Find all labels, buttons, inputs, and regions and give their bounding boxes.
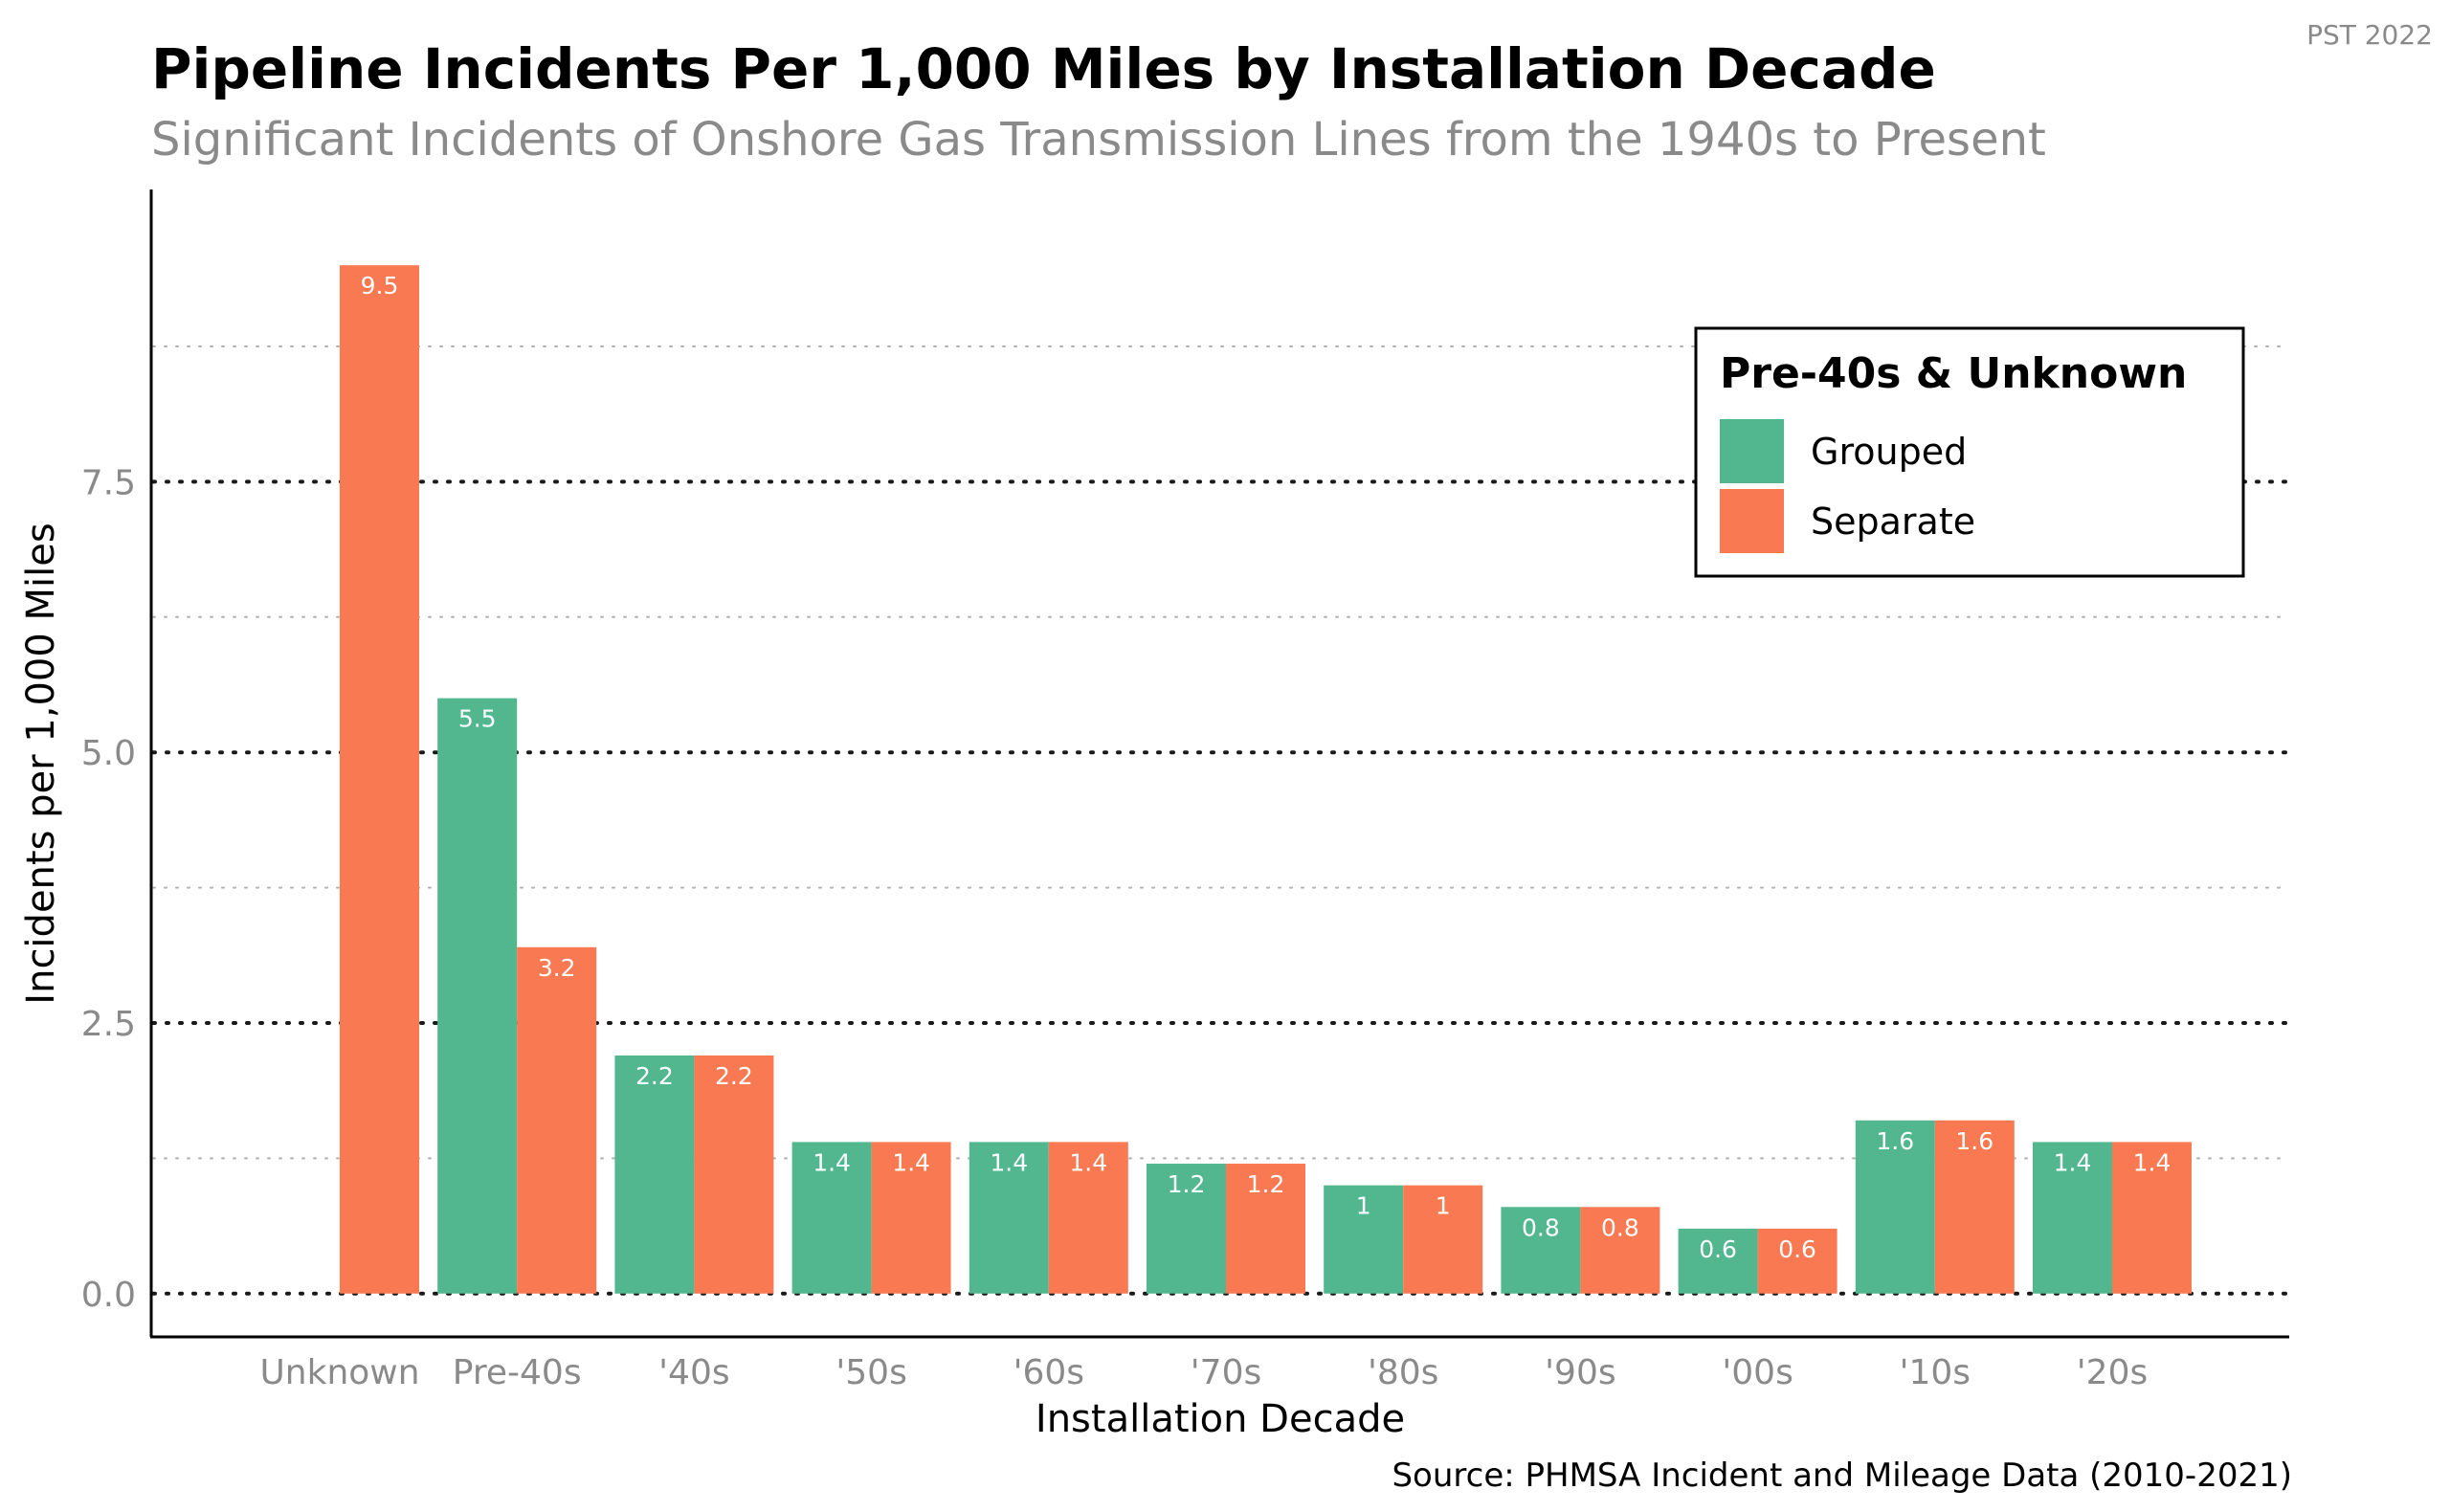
axes: Installation Decade Incidents per 1,000 … — [19, 189, 2289, 1441]
bar-value-label: 1 — [1436, 1192, 1451, 1220]
legend-label-separate: Separate — [1811, 500, 1975, 543]
bar-separate — [1403, 1185, 1483, 1294]
bar-grouped — [1501, 1207, 1581, 1294]
x-tick-label: '60s — [1013, 1353, 1084, 1392]
bar-separate — [2112, 1142, 2192, 1294]
bar-value-label: 0.6 — [1778, 1235, 1816, 1263]
x-tick-label: '40s — [658, 1353, 729, 1392]
bar-grouped — [1147, 1164, 1226, 1294]
bar-separate — [340, 265, 419, 1294]
bar-separate — [517, 946, 597, 1294]
bar-value-label: 1.4 — [2054, 1148, 2092, 1176]
bar-grouped — [437, 698, 518, 1294]
bar-grouped — [791, 1142, 872, 1294]
bar-value-label: 1.6 — [1955, 1127, 1993, 1155]
bar-grouped — [969, 1142, 1049, 1294]
x-axis-title: Installation Decade — [1036, 1397, 1405, 1441]
bar-value-label: 0.8 — [1601, 1213, 1639, 1241]
bar-separate — [871, 1142, 951, 1294]
bar-value-label: 2.2 — [635, 1062, 674, 1090]
bar-grouped — [1324, 1185, 1404, 1294]
bar-value-label: 1.4 — [813, 1148, 851, 1176]
legend: Pre-40s & Unknown Grouped Separate — [1694, 326, 2245, 578]
legend-swatch-grouped — [1720, 419, 1784, 483]
bar-separate — [1934, 1120, 2015, 1294]
bar-value-label: 9.5 — [361, 272, 399, 300]
bar-separate — [1048, 1142, 1128, 1294]
legend-swatch-separate — [1720, 489, 1784, 553]
y-tick-label: 5.0 — [81, 734, 136, 773]
bar-value-label: 1.2 — [1247, 1170, 1285, 1198]
x-tick-label: '70s — [1191, 1353, 1261, 1392]
y-axis-title: Incidents per 1,000 Miles — [19, 523, 63, 1004]
x-tick-label: '00s — [1722, 1353, 1793, 1392]
bar-grouped — [1855, 1120, 1935, 1294]
bar-value-label: 1.2 — [1168, 1170, 1206, 1198]
bar-value-label: 1 — [1356, 1192, 1371, 1220]
bar-value-label: 2.2 — [715, 1062, 753, 1090]
x-tick-label: '90s — [1545, 1353, 1615, 1392]
bar-value-label: 1.4 — [1069, 1148, 1107, 1176]
bar-value-label: 0.8 — [1522, 1213, 1560, 1241]
bar-grouped — [1678, 1228, 1758, 1294]
bar-value-label: 5.5 — [458, 705, 497, 733]
bar-grouped — [2033, 1142, 2112, 1294]
y-tick-label: 0.0 — [81, 1276, 136, 1315]
x-tick-label: Pre-40s — [453, 1353, 582, 1392]
chart-subtitle: Significant Incidents of Onshore Gas Tra… — [151, 113, 2046, 167]
bar-value-label: 1.4 — [892, 1148, 930, 1176]
bar-separate — [1226, 1164, 1305, 1294]
bar-value-label: 1.4 — [990, 1148, 1028, 1176]
legend-box — [1694, 326, 2245, 578]
legend-label-grouped: Grouped — [1811, 431, 1967, 473]
bar-separate — [1757, 1228, 1838, 1294]
bar-separate — [1580, 1207, 1660, 1294]
bars: 9.5 5.5 3.2 2.2 2.2 1.4 1.4 1.4 1.4 1.2 1.2 1 1 0.8 0.… — [340, 265, 2192, 1294]
bar-grouped — [614, 1055, 695, 1294]
watermark-text: PST 2022 — [2306, 19, 2433, 51]
bar-separate — [694, 1055, 774, 1294]
bar-value-label: 1.4 — [2133, 1148, 2172, 1176]
x-tick-label: Unknown — [259, 1353, 419, 1392]
source-note: Source: PHMSA Incident and Mileage Data … — [1392, 1456, 2292, 1495]
x-tick-label: '20s — [2077, 1353, 2148, 1392]
bar-value-label: 1.6 — [1876, 1127, 1914, 1155]
y-tick-label: 2.5 — [81, 1005, 136, 1044]
bar-value-label: 3.2 — [538, 954, 576, 982]
chart-title: Pipeline Incidents Per 1,000 Miles by In… — [151, 36, 1936, 101]
x-tick-label: '80s — [1368, 1353, 1438, 1392]
bar-value-label: 0.6 — [1699, 1235, 1737, 1263]
legend-title: Pre-40s & Unknown — [1720, 349, 2187, 398]
x-tick-label: '10s — [1900, 1353, 1971, 1392]
y-tick-label: 7.5 — [81, 463, 136, 502]
x-tick-label: '50s — [835, 1353, 906, 1392]
